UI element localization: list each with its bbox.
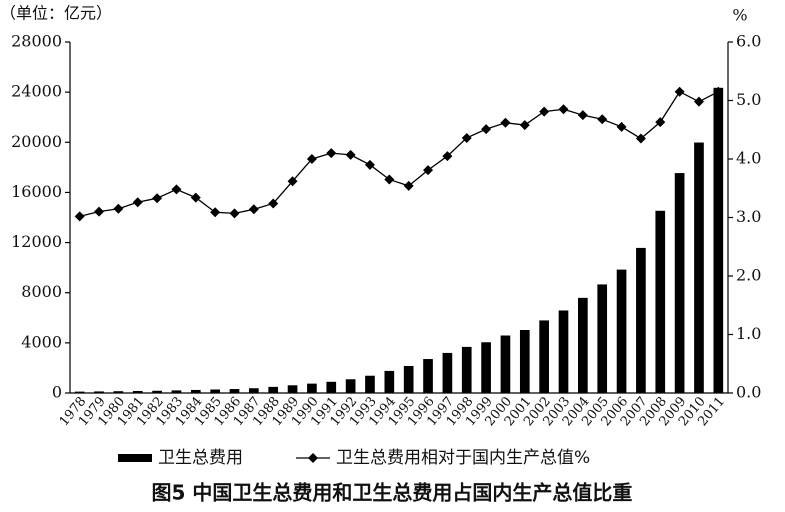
bar	[287, 385, 298, 393]
bar	[558, 310, 569, 393]
line-marker	[113, 203, 124, 214]
bar	[655, 210, 666, 393]
line-marker	[597, 114, 608, 125]
bar	[152, 390, 162, 393]
bar	[326, 381, 337, 393]
bar	[268, 386, 279, 393]
bar	[674, 173, 685, 393]
y-tick-label: 8000	[21, 282, 62, 301]
line-marker	[635, 133, 646, 144]
bar	[345, 379, 356, 393]
line-marker	[74, 211, 85, 222]
bar	[171, 390, 182, 393]
bar	[132, 390, 143, 393]
bar	[423, 359, 433, 393]
line-marker	[248, 204, 259, 215]
line-marker	[693, 96, 704, 107]
line-marker	[345, 149, 356, 160]
line-marker	[94, 206, 105, 217]
line-marker	[287, 176, 298, 187]
y2-tick-label: 6.0	[736, 32, 761, 51]
y-tick-label: 16000	[11, 182, 62, 201]
line-marker	[674, 86, 685, 97]
bar	[578, 297, 588, 393]
bar	[461, 346, 472, 393]
bar	[384, 370, 395, 393]
line	[79, 90, 719, 217]
bar	[442, 352, 453, 393]
bar	[249, 388, 259, 393]
y2-axis-label: %	[732, 6, 747, 25]
line-marker	[577, 110, 588, 121]
legend-marker	[308, 453, 318, 463]
line-marker	[268, 198, 279, 209]
bar	[694, 142, 704, 393]
line-marker	[461, 132, 472, 143]
line-marker	[616, 121, 627, 132]
bar	[229, 389, 240, 393]
y2-tick-label: 5.0	[736, 90, 761, 109]
bar	[94, 391, 104, 393]
bar	[74, 391, 85, 393]
y2-tick-label: 2.0	[736, 266, 761, 285]
bar	[307, 383, 317, 393]
legend-label: 卫生总费用	[158, 448, 243, 468]
bar	[113, 391, 124, 393]
bar	[519, 329, 530, 393]
bar	[539, 320, 549, 393]
line-marker	[306, 154, 317, 164]
y-axis-label: （单位：亿元）	[0, 4, 112, 23]
line-marker	[229, 208, 240, 219]
line-marker	[519, 120, 530, 131]
line-marker	[539, 106, 550, 117]
y2-tick-label: 3.0	[736, 207, 761, 226]
y-tick-label: 24000	[11, 82, 62, 101]
line-marker	[190, 192, 201, 203]
line-marker	[152, 193, 163, 204]
bar	[481, 342, 491, 393]
y-tick-label: 4000	[21, 332, 62, 351]
bar	[636, 247, 646, 393]
line-marker	[326, 148, 337, 159]
line-marker	[442, 151, 453, 162]
y2-tick-label: 0.0	[736, 383, 761, 402]
line-marker	[423, 165, 434, 176]
bar	[403, 365, 414, 393]
legend-swatch	[118, 454, 152, 462]
line-marker	[384, 174, 395, 185]
line-marker	[481, 124, 492, 135]
bar	[597, 284, 608, 393]
line-marker	[713, 86, 724, 97]
bar	[616, 269, 627, 393]
chart-title: 图5 中国卫生总费用和卫生总费用占国内生产总值比重	[152, 481, 633, 505]
y2-tick-label: 4.0	[736, 149, 761, 168]
y-tick-label: 20000	[11, 132, 62, 151]
bar	[713, 87, 724, 393]
legend-label: 卫生总费用相对于国内生产总值%	[336, 448, 590, 468]
line-marker	[132, 197, 143, 208]
y2-tick-label: 1.0	[736, 324, 761, 343]
y-tick-label: 0	[52, 383, 62, 402]
line-marker	[558, 104, 569, 115]
line-marker	[210, 207, 221, 218]
bar	[365, 375, 375, 393]
line-marker	[500, 117, 511, 128]
line-marker	[171, 184, 182, 195]
bar	[210, 389, 220, 393]
line-marker	[364, 159, 375, 170]
bar	[500, 335, 511, 393]
line-marker	[655, 117, 666, 128]
line-marker	[403, 180, 414, 191]
y-tick-label: 12000	[11, 232, 62, 251]
y-tick-label: 28000	[11, 32, 62, 51]
bar	[190, 389, 201, 393]
